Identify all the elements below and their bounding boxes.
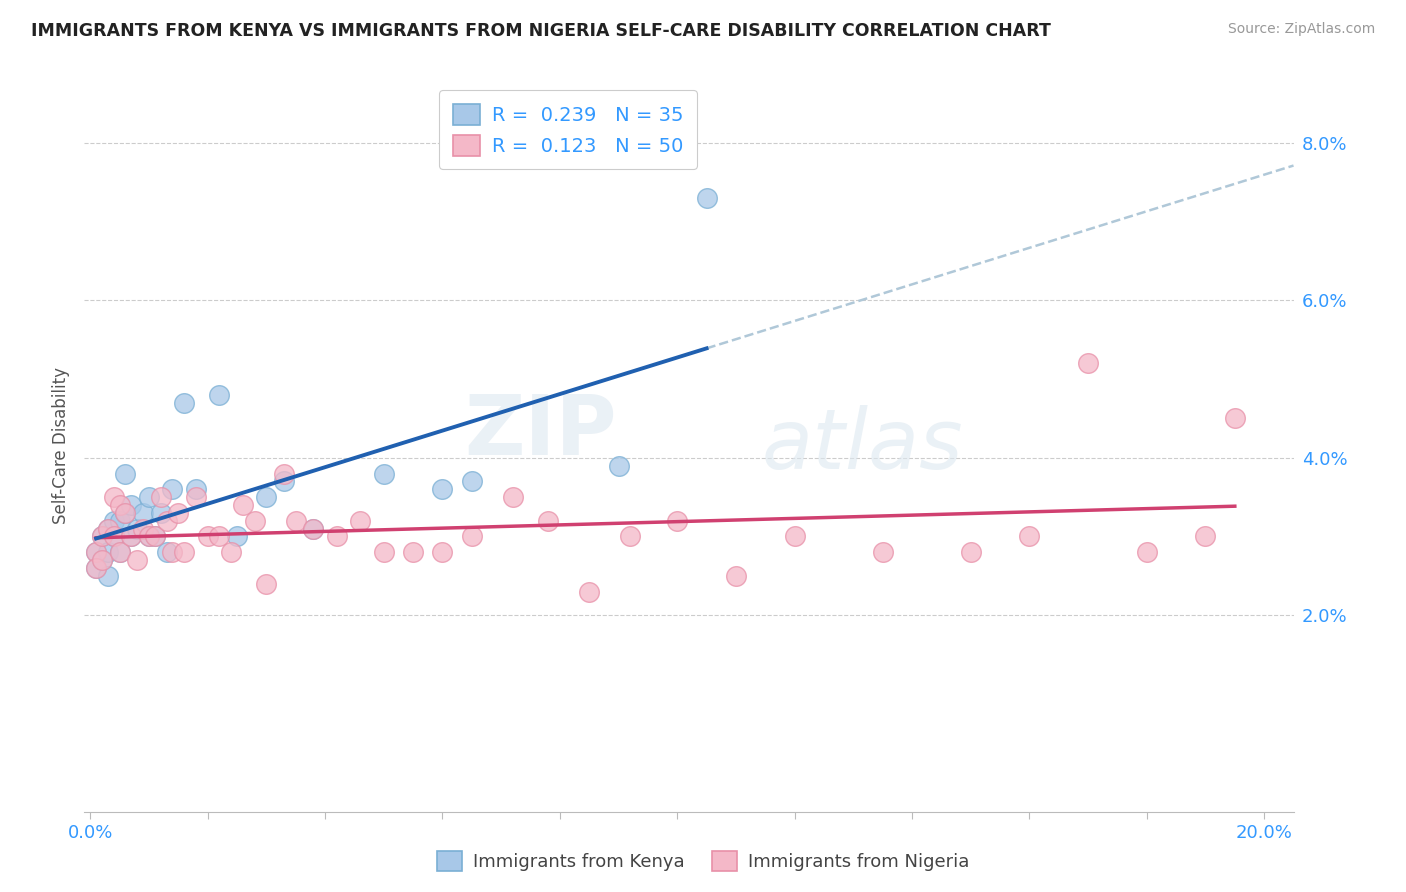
Point xyxy=(84,561,107,575)
Point xyxy=(184,490,207,504)
Text: atlas: atlas xyxy=(762,406,963,486)
Point xyxy=(120,529,142,543)
Point xyxy=(666,514,689,528)
Point xyxy=(173,545,195,559)
Text: Source: ZipAtlas.com: Source: ZipAtlas.com xyxy=(1227,22,1375,37)
Point xyxy=(138,490,160,504)
Point xyxy=(155,545,177,559)
Point xyxy=(155,514,177,528)
Point xyxy=(302,522,325,536)
Point xyxy=(696,191,718,205)
Text: IMMIGRANTS FROM KENYA VS IMMIGRANTS FROM NIGERIA SELF-CARE DISABILITY CORRELATIO: IMMIGRANTS FROM KENYA VS IMMIGRANTS FROM… xyxy=(31,22,1050,40)
Point xyxy=(578,584,600,599)
Point xyxy=(108,514,131,528)
Point xyxy=(127,522,149,536)
Point xyxy=(132,522,155,536)
Point xyxy=(162,545,184,559)
Point xyxy=(149,506,172,520)
Point xyxy=(872,545,894,559)
Point xyxy=(273,467,295,481)
Point xyxy=(254,490,277,504)
Point xyxy=(103,529,125,543)
Text: ZIP: ZIP xyxy=(464,391,616,472)
Point xyxy=(1136,545,1159,559)
Point xyxy=(103,514,125,528)
Point xyxy=(219,545,242,559)
Point xyxy=(373,545,395,559)
Y-axis label: Self-Care Disability: Self-Care Disability xyxy=(52,368,70,524)
Point xyxy=(461,529,484,543)
Point xyxy=(162,482,184,496)
Point xyxy=(537,514,560,528)
Point xyxy=(432,482,454,496)
Point xyxy=(1077,356,1099,370)
Point xyxy=(97,545,120,559)
Point xyxy=(461,475,484,489)
Point xyxy=(208,388,231,402)
Legend: Immigrants from Kenya, Immigrants from Nigeria: Immigrants from Kenya, Immigrants from N… xyxy=(430,844,976,879)
Point xyxy=(502,490,524,504)
Point xyxy=(326,529,349,543)
Point xyxy=(208,529,231,543)
Point xyxy=(143,529,166,543)
Point xyxy=(84,561,107,575)
Point xyxy=(114,467,136,481)
Point xyxy=(619,529,641,543)
Legend: R =  0.239   N = 35, R =  0.123   N = 50: R = 0.239 N = 35, R = 0.123 N = 50 xyxy=(439,90,697,169)
Point xyxy=(84,545,107,559)
Point xyxy=(103,490,125,504)
Point xyxy=(1194,529,1216,543)
Point xyxy=(84,545,107,559)
Point xyxy=(91,529,114,543)
Point xyxy=(120,498,142,512)
Point xyxy=(138,529,160,543)
Point xyxy=(149,490,172,504)
Point xyxy=(108,498,131,512)
Point xyxy=(97,522,120,536)
Point xyxy=(91,553,114,567)
Point xyxy=(1018,529,1040,543)
Point xyxy=(349,514,371,528)
Point xyxy=(226,529,249,543)
Point xyxy=(173,396,195,410)
Point xyxy=(243,514,266,528)
Point xyxy=(783,529,806,543)
Point xyxy=(402,545,425,559)
Point xyxy=(254,576,277,591)
Point xyxy=(91,553,114,567)
Point xyxy=(103,529,125,543)
Point xyxy=(167,506,190,520)
Point xyxy=(432,545,454,559)
Point xyxy=(724,568,747,582)
Point xyxy=(120,529,142,543)
Point xyxy=(127,553,149,567)
Point xyxy=(302,522,325,536)
Point xyxy=(138,529,160,543)
Point xyxy=(91,529,114,543)
Point xyxy=(108,545,131,559)
Point xyxy=(143,529,166,543)
Point xyxy=(284,514,307,528)
Point xyxy=(373,467,395,481)
Point xyxy=(197,529,219,543)
Point xyxy=(607,458,630,473)
Point xyxy=(114,506,136,520)
Point xyxy=(184,482,207,496)
Point xyxy=(97,522,120,536)
Point xyxy=(114,506,136,520)
Point xyxy=(132,506,155,520)
Point xyxy=(959,545,981,559)
Point xyxy=(1223,411,1246,425)
Point xyxy=(232,498,254,512)
Point xyxy=(97,568,120,582)
Point xyxy=(108,545,131,559)
Point xyxy=(273,475,295,489)
